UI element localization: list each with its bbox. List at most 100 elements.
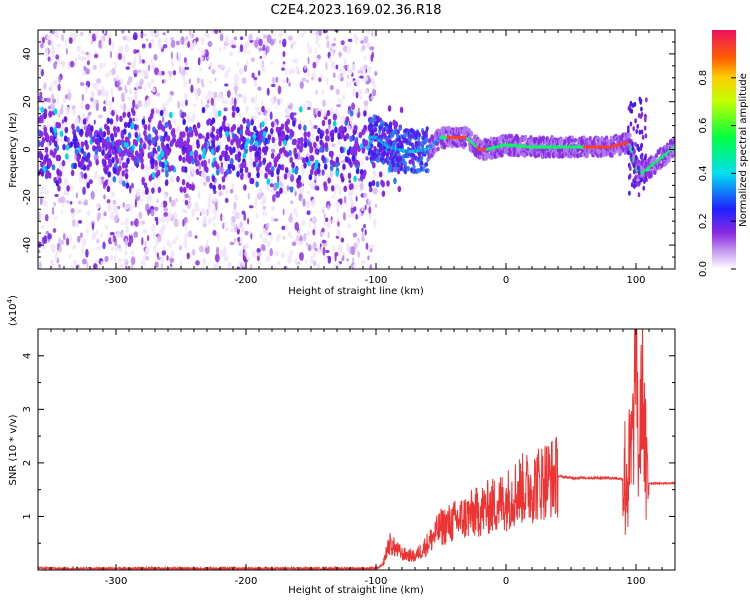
spectrum-cell [346, 243, 350, 252]
spectrum-cell [567, 139, 571, 145]
spectrum-cell [263, 34, 268, 39]
spectrum-cell [76, 125, 80, 133]
spectrum-cell [60, 209, 64, 215]
spectrum-cell [355, 79, 360, 87]
spectrum-cell [238, 113, 242, 118]
spectrum-cell [643, 125, 647, 131]
spectrum-cell [140, 147, 144, 154]
spectrum-cell [85, 103, 90, 111]
spectrum-cell [201, 36, 205, 46]
spectrum-cell [241, 135, 245, 143]
spectrum-cell [174, 236, 178, 241]
spectrum-cell [224, 197, 229, 204]
spectrum-cell [257, 70, 261, 76]
spectrum-cell [150, 209, 155, 217]
spectrum-cell [332, 160, 336, 168]
spectrum-cell [388, 163, 393, 169]
spectrum-cell [672, 136, 675, 142]
spectrum-cell [146, 235, 150, 242]
spectrum-cell [272, 194, 276, 203]
spectrum-cell [408, 159, 412, 165]
spectrum-cell [150, 157, 155, 164]
spectrum-cell [247, 171, 252, 179]
spectrum-cell [90, 39, 93, 45]
spectrum-cell [319, 132, 324, 140]
spectrum-cell [314, 221, 317, 230]
spectrum-cell [195, 168, 200, 175]
spectrum-cell [158, 175, 162, 181]
spectrum-cell [637, 170, 641, 176]
spectrum-cell [252, 161, 257, 168]
spectrum-cell [641, 134, 645, 140]
spectrum-cell [345, 132, 350, 140]
spectrum-cell [156, 92, 161, 97]
spectrum-cell [173, 218, 179, 228]
spectrum-cell [83, 172, 88, 180]
spectrum-cell [120, 133, 125, 140]
spectrum-cell [150, 64, 154, 70]
spectrum-cell [332, 120, 337, 127]
spectrum-cell [54, 30, 59, 40]
spectrum-cell [140, 30, 144, 39]
snr-frame [37, 328, 676, 571]
spectrum-cell [127, 111, 131, 119]
spectrum-cell [172, 111, 176, 115]
spectrum-cell [309, 180, 315, 190]
x-tick-label: -100 [365, 275, 388, 286]
spectrum-cell [52, 227, 57, 233]
spectrum-cell [629, 166, 632, 172]
spectrum-cell [58, 177, 62, 184]
spectrum-cell [103, 62, 107, 67]
spectrum-cell [249, 145, 253, 153]
spectrum-cell [637, 192, 641, 198]
spectrum-cell [219, 33, 224, 42]
spectrum-cell [301, 167, 305, 177]
spectrum-cell [202, 215, 208, 224]
spectrum-cell [70, 208, 75, 214]
spectrum-cell [99, 178, 103, 186]
spectrum-cell [124, 218, 129, 226]
spectrum-cell [77, 235, 81, 243]
spectrum-cell [226, 135, 231, 143]
spectrum-cell [119, 262, 124, 269]
spectrum-cell [93, 53, 99, 59]
spectrum-cell [297, 229, 301, 238]
spectrum-cell [134, 198, 137, 208]
spectrum-cell [265, 184, 270, 192]
spectrum-cell [336, 141, 342, 145]
spectrum-cell [289, 200, 294, 205]
spectrum-cell [73, 142, 78, 149]
spectrum-cell [176, 175, 180, 183]
spectrum-cell [163, 211, 169, 217]
spectrum-cell [320, 230, 326, 238]
spectrum-cell [44, 214, 49, 222]
spectrum-cell [240, 162, 244, 169]
spectrum-cell [262, 205, 266, 210]
y-tick-label: 3 [22, 406, 33, 412]
spectrum-cell [233, 97, 237, 107]
spectrum-cell [134, 116, 139, 123]
spectrum-cell [370, 54, 374, 63]
spectrum-cell [209, 61, 214, 67]
spectrum-cell [54, 193, 59, 198]
spectrum-cell [311, 164, 315, 171]
spectrum-cell [211, 117, 216, 124]
spectrum-cell [425, 126, 429, 132]
spectrum-cell [108, 148, 112, 155]
spectrum-cell [322, 99, 326, 108]
spectrum-cell [320, 72, 323, 80]
spectrum-cell [205, 132, 210, 139]
spectrum-cell [164, 147, 168, 154]
spectrum-cell [213, 30, 219, 34]
spectrum-cell [46, 35, 50, 39]
spectrum-cell [371, 79, 375, 86]
spectrum-cell [85, 228, 89, 235]
spectrum-cell [133, 73, 137, 78]
spectrum-cell [287, 35, 293, 41]
spectrum-cell [139, 197, 144, 203]
spectrum-cell [68, 253, 72, 260]
spectrum-cell [65, 153, 69, 160]
spectrum-cell [134, 140, 139, 147]
spectrum-ridge-cell [672, 145, 675, 150]
spectrum-cell [117, 86, 123, 91]
